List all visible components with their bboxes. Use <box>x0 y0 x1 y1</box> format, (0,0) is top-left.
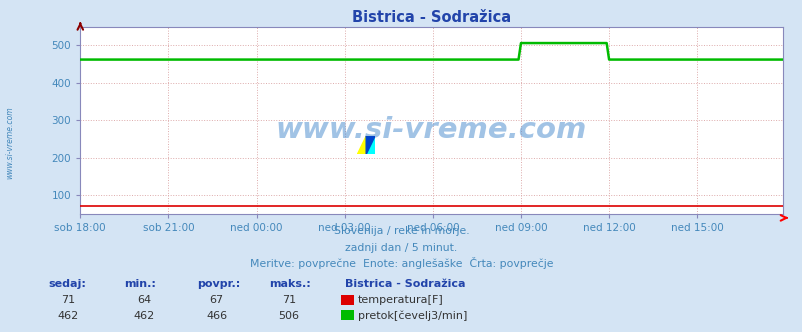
Text: 466: 466 <box>206 311 227 321</box>
Title: Bistrica - Sodražica: Bistrica - Sodražica <box>351 10 511 25</box>
Text: temperatura[F]: temperatura[F] <box>358 295 444 305</box>
Text: min.:: min.: <box>124 279 156 289</box>
Text: 67: 67 <box>209 295 224 305</box>
Text: 462: 462 <box>58 311 79 321</box>
Text: 462: 462 <box>134 311 155 321</box>
Text: pretok[čevelj3/min]: pretok[čevelj3/min] <box>358 310 467 321</box>
Text: zadnji dan / 5 minut.: zadnji dan / 5 minut. <box>345 243 457 253</box>
Text: Meritve: povprečne  Enote: anglešaške  Črta: povprečje: Meritve: povprečne Enote: anglešaške Črt… <box>249 257 553 269</box>
Text: www.si-vreme.com: www.si-vreme.com <box>276 116 586 144</box>
Polygon shape <box>366 136 375 154</box>
Text: povpr.:: povpr.: <box>196 279 240 289</box>
Text: maks.:: maks.: <box>269 279 310 289</box>
Polygon shape <box>357 136 375 154</box>
Text: Slovenija / reke in morje.: Slovenija / reke in morje. <box>334 226 468 236</box>
Text: www.si-vreme.com: www.si-vreme.com <box>5 107 14 179</box>
Text: 506: 506 <box>278 311 299 321</box>
Text: Bistrica - Sodražica: Bistrica - Sodražica <box>345 279 465 289</box>
Text: 71: 71 <box>61 295 75 305</box>
Text: 71: 71 <box>282 295 296 305</box>
Text: 64: 64 <box>137 295 152 305</box>
Polygon shape <box>366 136 375 154</box>
Text: sedaj:: sedaj: <box>48 279 86 289</box>
